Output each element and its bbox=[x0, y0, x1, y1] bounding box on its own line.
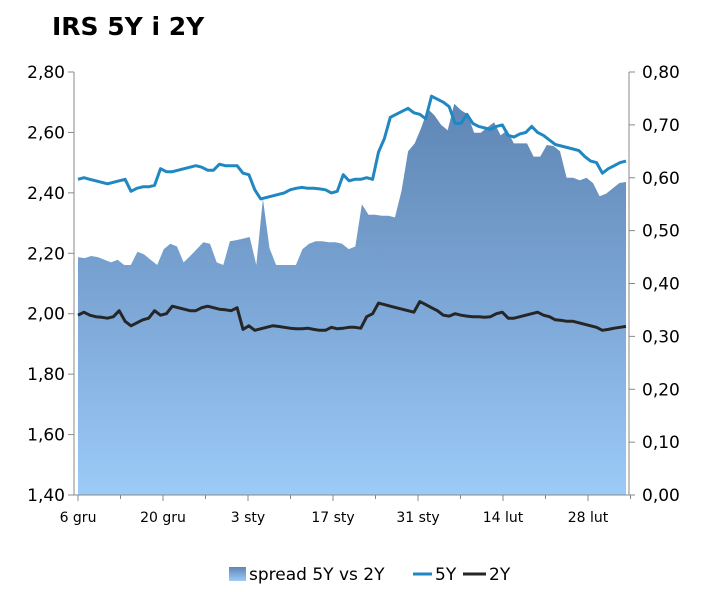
y-right-tick-label: 0,20 bbox=[642, 380, 680, 400]
series-line-5y bbox=[77, 94, 627, 201]
y-left-tick-label: 1,40 bbox=[27, 486, 65, 506]
y-left-tick-label: 1,60 bbox=[27, 426, 65, 446]
y-right-tick-label: 0,80 bbox=[642, 63, 680, 83]
series-area-spread bbox=[78, 103, 626, 495]
axes: 1,40 1,60 1,80 2,00 2,20 2,40 2,60 2,80 0,00 0,10… bbox=[27, 63, 680, 526]
x-tick-label: 17 sty bbox=[311, 510, 354, 526]
x-tick-label: 28 lut bbox=[568, 510, 609, 526]
legend: spread 5Y vs 2Y 5Y 2Y bbox=[229, 565, 511, 585]
legend-label-5y: 5Y bbox=[435, 565, 457, 585]
legend-swatch-spread bbox=[229, 567, 246, 581]
y-left-tick-label: 2,60 bbox=[27, 123, 65, 143]
x-tick-label: 20 gru bbox=[140, 510, 186, 526]
chart-title: IRS 5Y i 2Y bbox=[52, 12, 205, 41]
y-left-tick-label: 2,80 bbox=[27, 63, 65, 83]
x-tick-label: 3 sty bbox=[231, 510, 265, 526]
legend-label-spread: spread 5Y vs 2Y bbox=[249, 565, 385, 585]
x-tick-label: 6 gru bbox=[60, 510, 97, 526]
y-right-tick-label: 0,30 bbox=[642, 327, 680, 347]
x-tick-label: 31 sty bbox=[396, 510, 439, 526]
y-right-tick-label: 0,70 bbox=[642, 116, 680, 136]
y-left-tick-label: 2,20 bbox=[27, 244, 65, 264]
plot-area bbox=[77, 94, 627, 495]
y-right-tick-label: 0,10 bbox=[642, 433, 680, 453]
x-tick-label: 14 lut bbox=[483, 510, 524, 526]
y-right-tick-label: 0,50 bbox=[642, 222, 680, 242]
y-left-tick-label: 1,80 bbox=[27, 365, 65, 385]
series-line-2y bbox=[77, 300, 627, 332]
y-right-tick-label: 0,60 bbox=[642, 169, 680, 189]
y-left-tick-label: 2,00 bbox=[27, 305, 65, 325]
legend-label-2y: 2Y bbox=[489, 565, 511, 585]
y-left-tick-label: 2,40 bbox=[27, 184, 65, 204]
y-right-tick-label: 0,00 bbox=[642, 486, 680, 506]
y-right-tick-label: 0,40 bbox=[642, 275, 680, 295]
